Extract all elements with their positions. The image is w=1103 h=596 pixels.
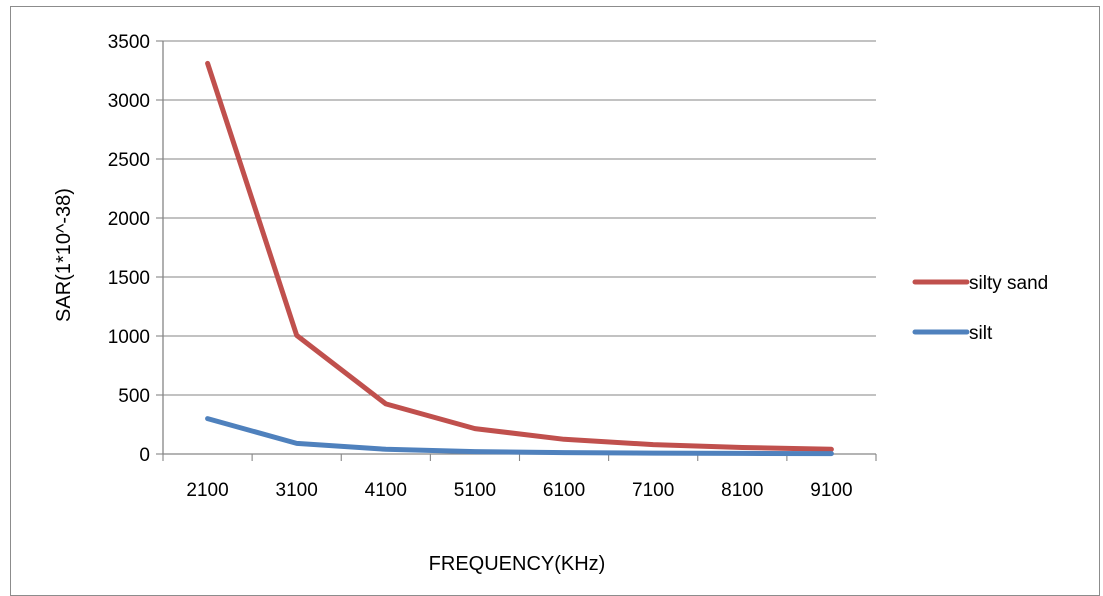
y-tick-label: 2000 bbox=[108, 209, 150, 230]
series-line-silt bbox=[205, 416, 834, 457]
y-axis-title: SAR(1*10^-38) bbox=[53, 188, 75, 322]
x-tick-label: 4100 bbox=[365, 480, 407, 501]
y-tick-label: 0 bbox=[139, 445, 150, 466]
legend-label: silty sand bbox=[969, 273, 1048, 294]
x-tick-label: 5100 bbox=[454, 480, 496, 501]
y-tick-label: 2500 bbox=[108, 150, 150, 171]
y-tick-label: 3000 bbox=[108, 91, 150, 112]
legend-label: silt bbox=[969, 323, 993, 344]
x-tick-label: 9100 bbox=[810, 480, 852, 501]
series-lines bbox=[205, 60, 834, 457]
legend: silty sand silt bbox=[912, 273, 1048, 344]
series-line-silty-sand bbox=[205, 60, 834, 452]
x-tick-label: 7100 bbox=[632, 480, 674, 501]
x-tick-label: 2100 bbox=[186, 480, 228, 501]
y-tick-label: 500 bbox=[118, 386, 150, 407]
x-tick-label: 3100 bbox=[276, 480, 318, 501]
x-tick-label: 8100 bbox=[721, 480, 763, 501]
x-tick-labels: 2100 3100 4100 5100 6100 7100 8100 9100 bbox=[186, 480, 852, 501]
y-tick-label: 1500 bbox=[108, 268, 150, 289]
y-tick-label: 1000 bbox=[108, 327, 150, 348]
x-axis-title: FREQUENCY(KHz) bbox=[429, 553, 606, 575]
y-tick-label: 3500 bbox=[108, 32, 150, 53]
x-tick-label: 6100 bbox=[543, 480, 585, 501]
y-tick-labels: 0 500 1000 1500 2000 2500 3000 3500 bbox=[108, 32, 150, 466]
gridlines bbox=[156, 40, 877, 461]
